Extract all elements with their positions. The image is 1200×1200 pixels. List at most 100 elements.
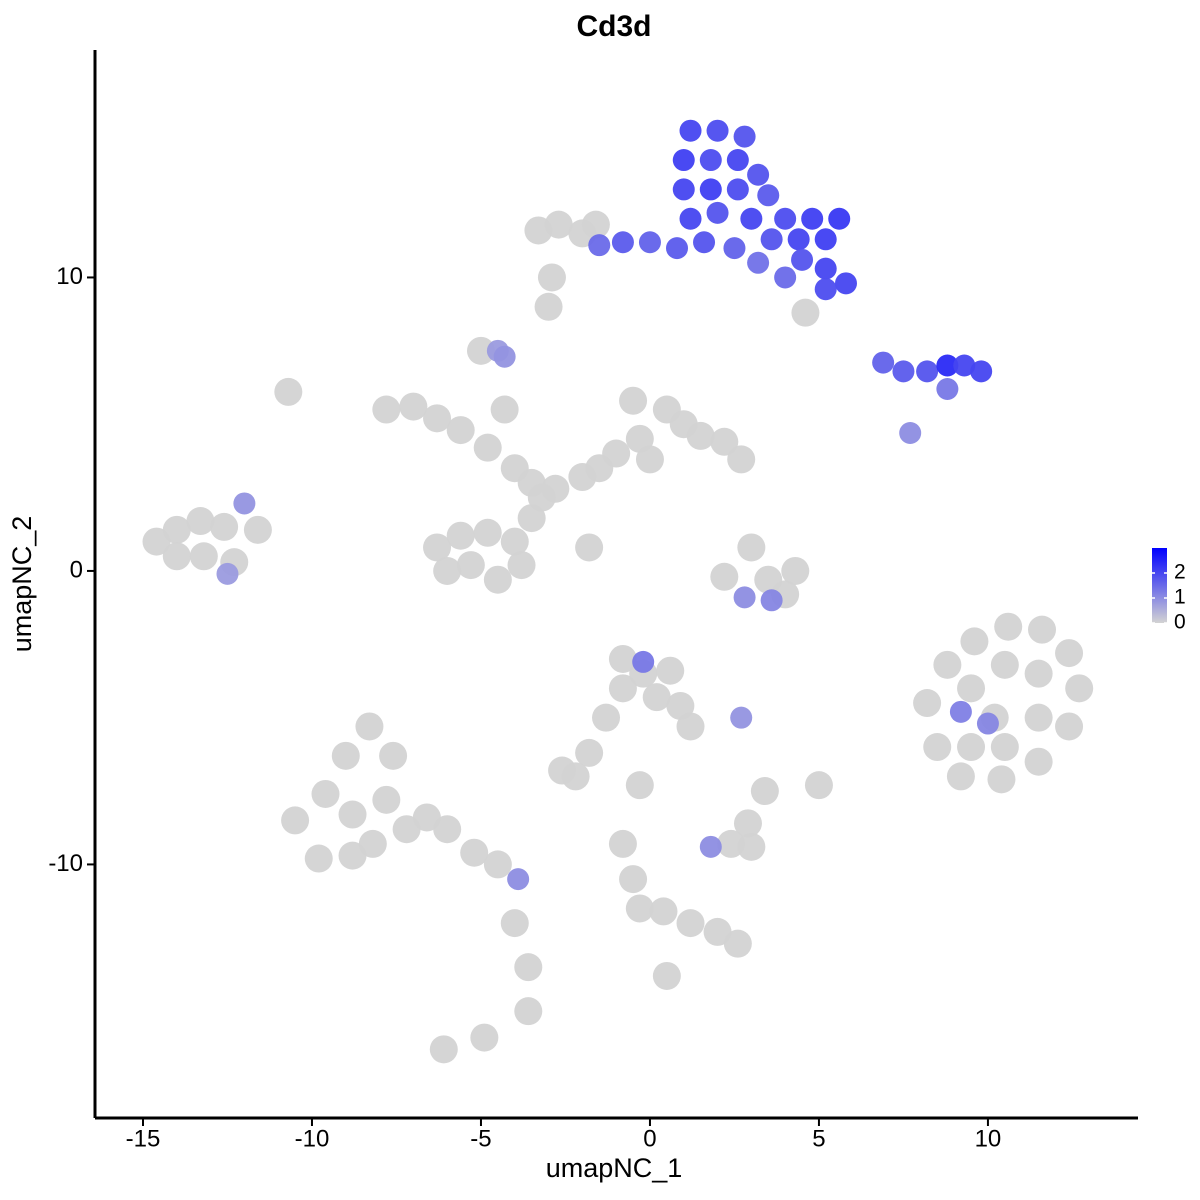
cell-point (423, 404, 452, 433)
y-tick-label: 10 (56, 263, 83, 290)
cell-point (1055, 639, 1084, 668)
cell-point (892, 360, 915, 383)
cell-point (699, 835, 722, 858)
cell-point (500, 909, 529, 938)
cell-point (737, 533, 766, 562)
x-tick-label: 5 (812, 1125, 825, 1152)
cell-point (957, 674, 986, 703)
cell-point (429, 1035, 458, 1064)
cell-point (210, 512, 239, 541)
cell-point (994, 612, 1023, 641)
cell-point (1024, 747, 1053, 776)
cell-point (372, 395, 401, 424)
cell-point (747, 163, 770, 186)
cell-point (162, 542, 191, 571)
cell-point (1024, 659, 1053, 688)
cell-point (537, 263, 566, 292)
cell-point (619, 865, 648, 894)
cell-point (774, 266, 797, 289)
cell-point (483, 565, 512, 594)
cell-point (274, 377, 303, 406)
chart-title: Cd3d (577, 10, 652, 43)
cell-point (652, 961, 681, 990)
cell-point (379, 741, 408, 770)
points (142, 119, 1094, 1064)
cell-point (699, 178, 722, 201)
x-tick-label: 10 (975, 1125, 1002, 1152)
cell-point (142, 527, 171, 556)
cell-point (672, 178, 695, 201)
y-tick-label: -10 (48, 850, 83, 877)
cell-point (433, 556, 462, 585)
cell-point (507, 868, 530, 891)
cell-point (834, 272, 857, 295)
cell-point (490, 395, 519, 424)
cell-point (433, 815, 462, 844)
cell-point (960, 627, 989, 656)
cell-point (619, 386, 648, 415)
cell-point (514, 953, 543, 982)
cell-point (665, 237, 688, 260)
cell-point (473, 518, 502, 547)
cell-point (946, 762, 975, 791)
cell-point (726, 178, 749, 201)
cell-point (527, 483, 556, 512)
y-tick-label: 0 (70, 556, 83, 583)
cell-point (625, 771, 654, 800)
cell-point (625, 894, 654, 923)
cell-point (483, 850, 512, 879)
cell-point (990, 650, 1019, 679)
x-tick-label: -5 (470, 1125, 491, 1152)
cell-point (1028, 615, 1057, 644)
cell-point (233, 492, 256, 515)
cell-point (672, 149, 695, 172)
y-axis-title: umapNC_2 (7, 516, 37, 653)
cell-point (953, 354, 976, 377)
cell-point (1065, 674, 1094, 703)
cell-point (311, 779, 340, 808)
cell-point (814, 257, 837, 280)
cell-point (632, 650, 655, 673)
cell-point (679, 119, 702, 142)
cell-point (638, 231, 661, 254)
cell-point (470, 1023, 499, 1052)
cell-point (561, 762, 590, 791)
cell-point (710, 427, 739, 456)
cell-point (733, 586, 756, 609)
colorbar (1152, 548, 1167, 623)
cell-point (774, 207, 797, 230)
cell-point (781, 556, 810, 585)
cell-point (534, 292, 563, 321)
cell-point (814, 278, 837, 301)
cell-point (162, 515, 191, 544)
cell-point (760, 228, 783, 251)
cell-point (331, 741, 360, 770)
cell-point (710, 562, 739, 591)
cell-point (611, 231, 634, 254)
cell-point (493, 345, 516, 368)
cell-point (507, 551, 536, 580)
cell-point (787, 228, 810, 251)
cell-point (936, 377, 959, 400)
cell-point (990, 733, 1019, 762)
cell-point (304, 844, 333, 873)
cell-point (730, 706, 753, 729)
cell-point (913, 689, 942, 718)
cell-point (872, 351, 895, 374)
colorbar-label: 0 (1174, 611, 1186, 634)
cell-point (635, 445, 664, 474)
cell-point (216, 562, 239, 585)
x-tick-label: -15 (126, 1125, 161, 1152)
cell-point (281, 806, 310, 835)
x-tick-label: 0 (643, 1125, 656, 1152)
cell-point (592, 703, 621, 732)
cell-point (608, 829, 637, 858)
x-axis-title: umapNC_1 (546, 1153, 683, 1183)
cell-point (446, 521, 475, 550)
cell-point (703, 917, 732, 946)
cell-point (814, 228, 837, 251)
cell-point (423, 533, 452, 562)
cell-point (916, 360, 939, 383)
